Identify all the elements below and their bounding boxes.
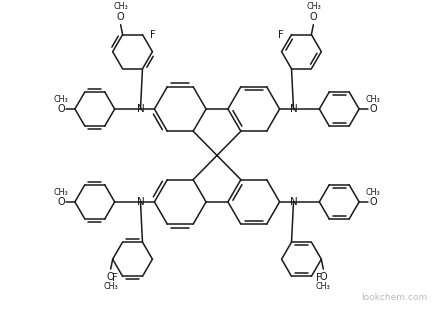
Text: CH₃: CH₃ [103, 282, 118, 291]
Text: O: O [368, 104, 376, 114]
Text: CH₃: CH₃ [53, 188, 68, 197]
Text: CH₃: CH₃ [113, 2, 128, 11]
Text: O: O [368, 197, 376, 207]
Text: CH₃: CH₃ [315, 282, 330, 291]
Text: CH₃: CH₃ [305, 2, 320, 11]
Text: F: F [277, 30, 283, 40]
Text: O: O [319, 272, 326, 282]
Text: O: O [57, 197, 65, 207]
Text: CH₃: CH₃ [53, 95, 68, 104]
Text: N: N [136, 104, 144, 114]
Text: CH₃: CH₃ [365, 95, 379, 104]
Text: N: N [289, 104, 297, 114]
Text: N: N [289, 197, 297, 207]
Text: O: O [309, 12, 316, 22]
Text: lookchem.com: lookchem.com [360, 293, 426, 302]
Text: O: O [57, 104, 65, 114]
Text: F: F [316, 273, 321, 283]
Text: O: O [107, 272, 114, 282]
Text: F: F [150, 30, 156, 40]
Text: CH₃: CH₃ [365, 188, 379, 197]
Text: O: O [117, 12, 124, 22]
Text: N: N [136, 197, 144, 207]
Text: F: F [112, 273, 117, 283]
